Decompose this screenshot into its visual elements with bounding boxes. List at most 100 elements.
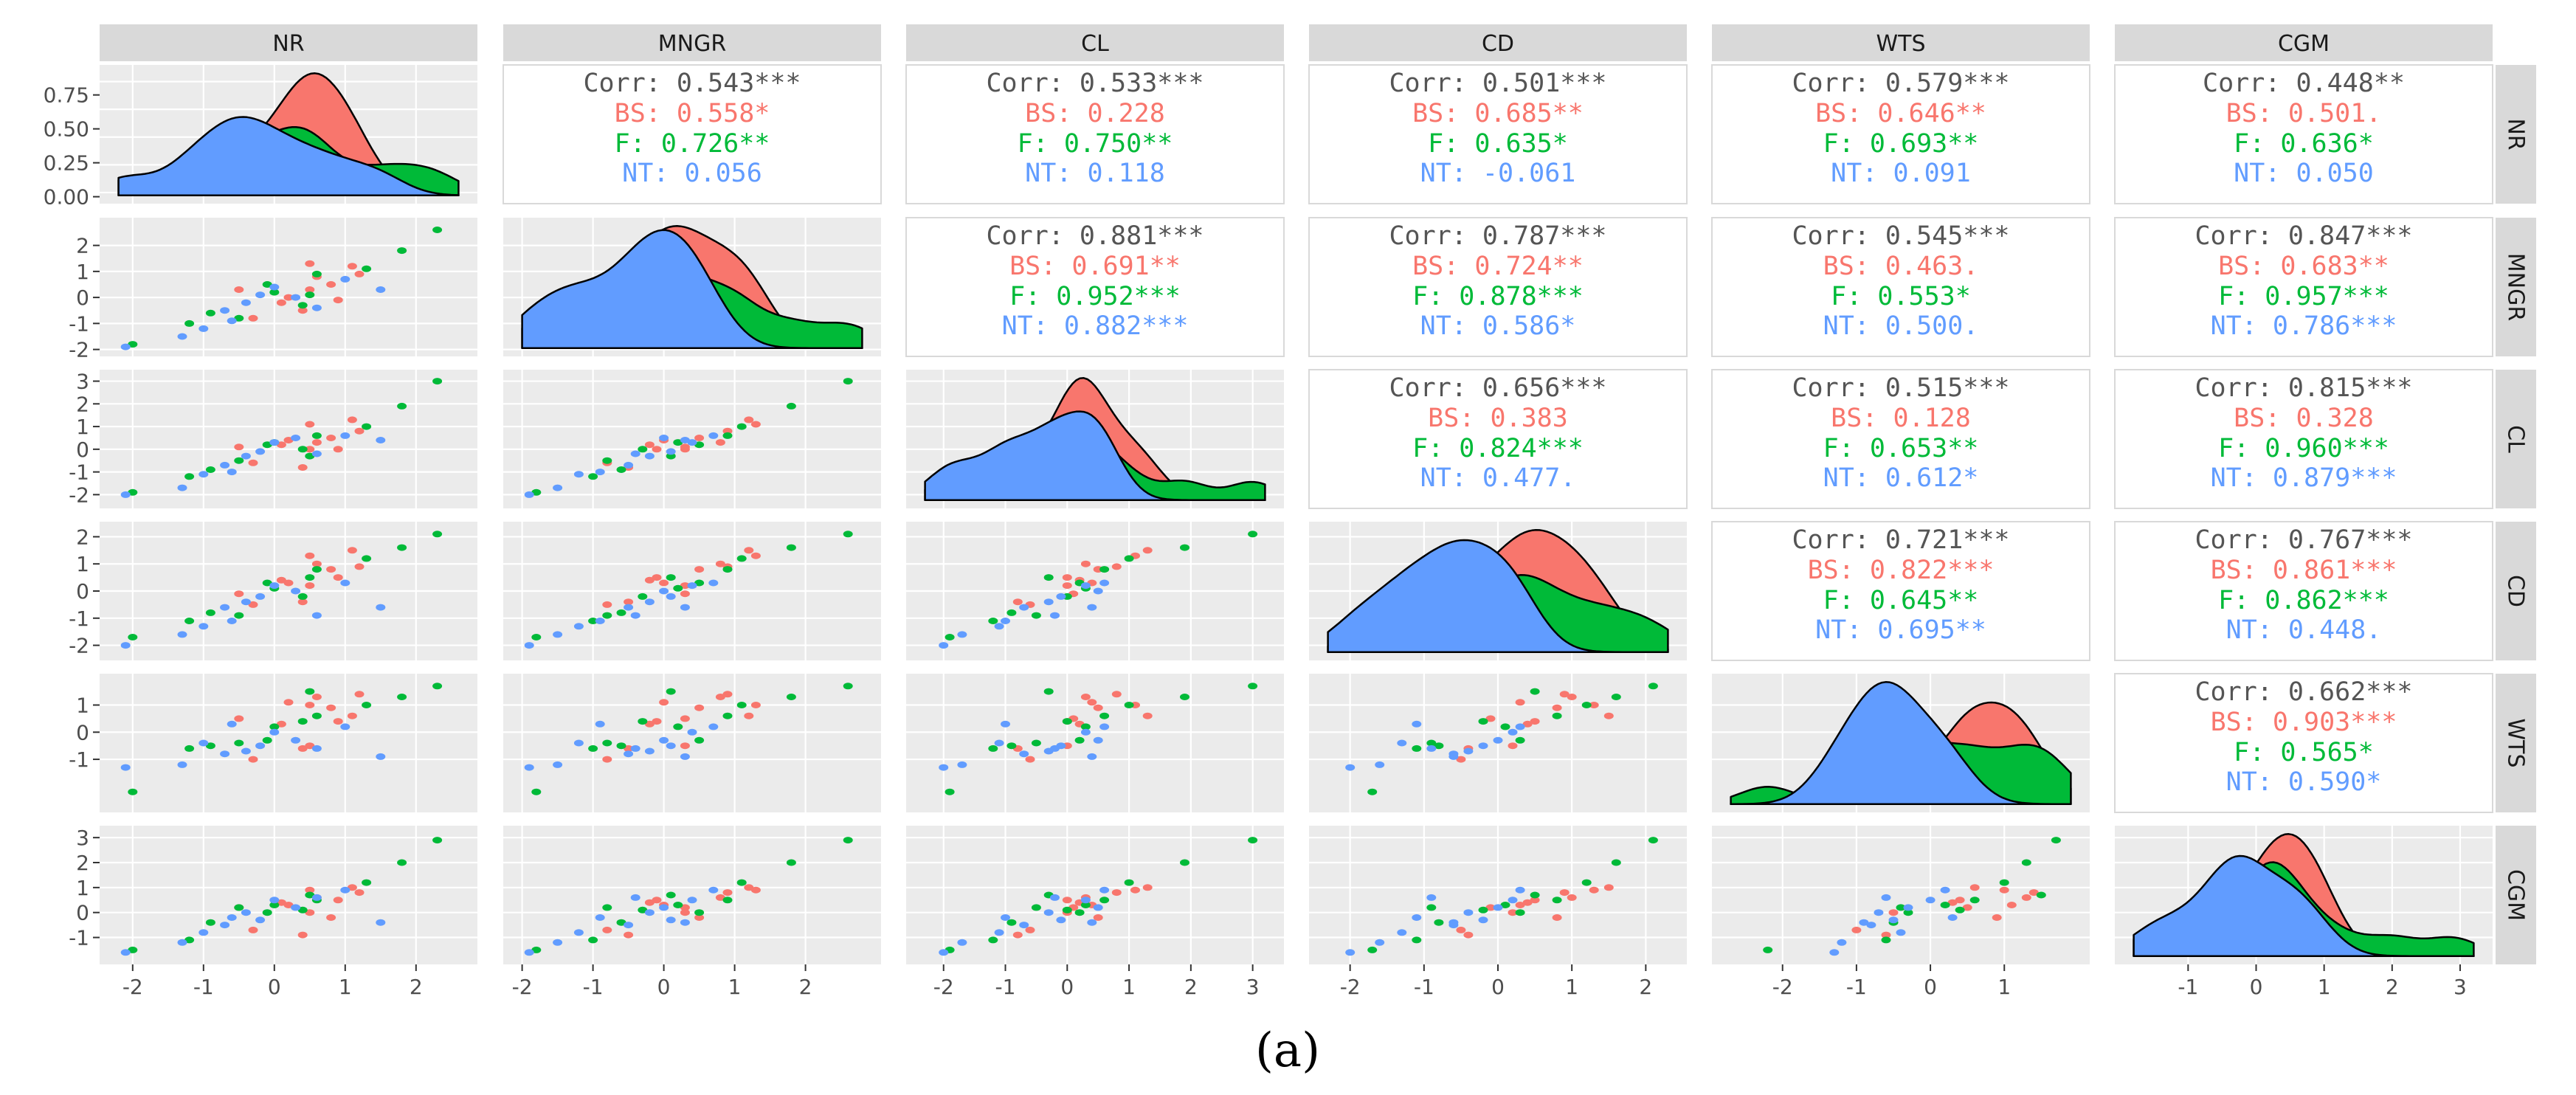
point-f-11 — [666, 688, 676, 695]
point-nt-1 — [177, 484, 187, 491]
corr-bs: BS: 0.861*** — [2211, 556, 2397, 585]
point-f-11 — [666, 574, 676, 581]
point-bs-8 — [1559, 691, 1570, 698]
point-nt-1 — [177, 761, 187, 768]
point-f-8 — [1124, 879, 1134, 886]
density-mngr-nt — [521, 229, 863, 349]
point-f-8 — [736, 879, 747, 886]
point-nt-5 — [666, 448, 676, 455]
point-bs-2 — [1969, 884, 1980, 891]
point-nt-7 — [1093, 736, 1103, 744]
strip-top-cgm: CGM — [2115, 24, 2493, 61]
point-nt-6 — [687, 582, 697, 590]
point-bs-7 — [1087, 699, 1097, 706]
point-bs-6 — [248, 459, 258, 466]
point-bs-8 — [722, 427, 733, 435]
panel-background — [2114, 369, 2493, 509]
density-cd-nt — [1327, 539, 1669, 653]
point-bs-0 — [305, 421, 315, 428]
point-nt-6 — [1508, 897, 1518, 904]
point-bs-8 — [1559, 889, 1570, 897]
point-f-8 — [1124, 702, 1134, 708]
point-bs-7 — [1515, 902, 1525, 908]
panel-cgm-cd — [1309, 826, 1687, 964]
x-tick-label-0: -2 — [933, 975, 954, 999]
point-f-3 — [602, 612, 612, 619]
point-nt-9 — [1001, 914, 1010, 921]
point-bs-1 — [1567, 894, 1577, 901]
strip-top-cl: CL — [906, 24, 1284, 61]
point-f-4 — [1500, 723, 1510, 730]
strip-right-wts: WTS — [2496, 674, 2536, 812]
point-nt-0 — [120, 491, 131, 498]
point-nt-4 — [241, 299, 251, 306]
corr-f: F: 0.750** — [1018, 129, 1173, 159]
point-bs-7 — [659, 579, 669, 587]
point-nt-6 — [687, 897, 697, 904]
point-bs-5 — [694, 914, 705, 921]
point-bs-0 — [305, 702, 315, 708]
point-nt-9 — [1412, 914, 1422, 921]
x-tick-label-3: 1 — [1565, 975, 1578, 999]
point-nt-5 — [1478, 742, 1488, 750]
corr-bs: BS: 0.463. — [1823, 252, 1979, 281]
point-bs-5 — [1093, 914, 1103, 921]
point-nt-2 — [994, 623, 1004, 630]
point-nt-5 — [1478, 916, 1488, 924]
point-nt-10 — [708, 432, 719, 439]
point-bs-7 — [659, 699, 669, 706]
x-axis-wts: -2 -1 0 1 — [1772, 964, 2011, 999]
point-nt-10 — [708, 886, 719, 894]
point-nt-7 — [291, 904, 301, 911]
point-f-8 — [1999, 879, 2009, 886]
point-bs-2 — [744, 884, 754, 891]
point-bs-4 — [1508, 742, 1518, 750]
corr-nt: NT: 0.586* — [1420, 311, 1576, 341]
point-nt-10 — [1940, 886, 1950, 894]
panel-background — [100, 218, 477, 356]
point-f-6 — [1062, 906, 1072, 913]
point-bs-8 — [1111, 889, 1122, 897]
y-tick-label-0: -1 — [69, 926, 89, 950]
point-nt-4 — [644, 598, 655, 606]
point-bs-9 — [624, 598, 634, 606]
point-f-11 — [1043, 688, 1054, 695]
point-f-5 — [262, 736, 272, 744]
point-f-8 — [362, 702, 372, 708]
panel-cd-cl — [906, 522, 1284, 660]
point-f-8 — [362, 555, 372, 562]
point-bs-7 — [1515, 699, 1525, 706]
point-nt-9 — [595, 720, 605, 728]
point-f-0 — [1763, 946, 1773, 953]
point-nt-6 — [269, 582, 280, 590]
panel-wts-mngr — [503, 674, 881, 812]
point-f-2 — [1434, 919, 1444, 926]
point-nt-1 — [177, 939, 187, 946]
corr-f: F: 0.636* — [2234, 129, 2374, 159]
corr-f: F: 0.878*** — [1412, 282, 1584, 311]
point-bs-5 — [326, 281, 336, 288]
point-nt-10 — [340, 275, 351, 283]
point-nt-3 — [220, 307, 230, 314]
point-nt-0 — [939, 764, 949, 771]
point-nt-0 — [524, 949, 534, 956]
point-f-1 — [588, 473, 598, 480]
point-f-4 — [1940, 902, 1950, 908]
point-nt-3 — [624, 750, 634, 758]
point-nt-9 — [1001, 720, 1010, 728]
point-nt-2 — [198, 929, 209, 936]
point-nt-11 — [680, 753, 690, 760]
point-nt-7 — [659, 904, 669, 911]
point-bs-2 — [347, 547, 357, 554]
point-bs-7 — [283, 294, 294, 301]
point-f-2 — [205, 466, 215, 473]
point-nt-4 — [241, 909, 251, 916]
point-nt-8 — [630, 745, 640, 752]
point-f-3 — [234, 457, 244, 464]
x-axis-cgm: -1 0 1 2 3 — [2178, 964, 2467, 999]
corr-bs: BS: 0.822*** — [1808, 556, 1995, 585]
panel-background — [503, 674, 881, 812]
strip-background — [2115, 24, 2493, 61]
point-f-5 — [1903, 909, 1913, 916]
point-nt-5 — [255, 448, 266, 455]
